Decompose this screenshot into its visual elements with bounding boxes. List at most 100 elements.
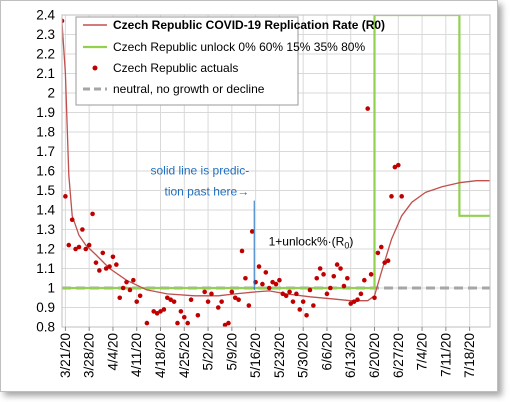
actual-point [338,266,343,271]
actual-point [263,270,269,275]
actual-point [63,194,68,199]
actual-point [127,287,133,293]
actual-point [188,297,194,303]
actual-point [345,275,350,281]
actual-point [362,277,367,283]
actual-point [277,277,282,283]
legend-label: neutral, no growth or decline [113,82,265,96]
actual-point [97,268,102,273]
actual-point [314,275,320,281]
actual-point [290,299,296,304]
actual-point [110,254,116,260]
actual-point [324,291,330,297]
actual-point [368,272,374,277]
y-tick-label: 2.4 [36,8,55,23]
actual-point [120,285,126,291]
actual-point [392,164,398,170]
actual-point [137,293,143,299]
y-tick-label: 1.5 [36,183,55,198]
actual-point [358,291,364,297]
actual-point [158,309,163,314]
prediction-annotation-line: tion past here→ [165,185,250,199]
actual-point [239,248,245,254]
actual-point [229,289,235,295]
actual-point [260,281,265,287]
legend-swatch-actuals [92,65,98,71]
actual-point [154,311,160,316]
x-tick-label: 7/18/20 [462,333,477,378]
actual-point [379,244,384,250]
actual-point [205,299,211,304]
actual-point [100,250,106,256]
y-tick-label: 1.6 [36,164,55,179]
actual-point [270,279,275,285]
y-tick-label: 1.1 [36,261,55,276]
actual-point [399,194,404,199]
x-tick-label: 5/9/20 [224,333,239,371]
actual-point [321,272,326,277]
formula-close: ) [349,234,353,248]
chart-container: solid line is predic-tion past here→ 1+un… [0,0,498,392]
actual-point [334,262,340,267]
legend-box [75,16,299,106]
legend-label: Czech Republic actuals [113,61,238,75]
actual-point [66,242,72,248]
actual-point [328,285,333,291]
x-tick-label: 3/28/20 [82,333,97,378]
actual-point [256,264,262,269]
x-tick-label: 4/18/20 [153,333,168,378]
x-tick-label: 4/11/20 [129,333,144,377]
actual-point [311,303,316,308]
actual-point [355,297,360,303]
x-tick-label: 6/20/20 [367,333,382,378]
legend-label: Czech Republic COVID-19 Replication Rate… [113,18,385,32]
actual-point [93,260,99,265]
actual-point [69,217,75,223]
actual-point [168,297,173,303]
y-tick-label: 1.7 [36,144,55,159]
chart: solid line is predic-tion past here→ 1+un… [36,8,491,379]
formula-annotation: 1+unlock%·(R0) [269,234,354,250]
actual-point [80,227,85,232]
x-tick-label: 4/4/20 [105,333,120,371]
x-tick-label: 3/21/20 [58,333,73,378]
actual-point [243,275,248,281]
y-tick-label: 0.9 [36,300,55,315]
y-tick-label: 2.2 [36,47,55,62]
formula-main: 1+unlock%·(R [269,234,345,248]
actual-point [307,287,313,293]
actual-point [351,299,357,304]
actual-point [304,313,309,318]
actual-point [73,246,78,252]
actual-point [249,229,255,234]
actual-point [372,295,377,301]
x-tick-label: 7/4/20 [415,333,430,371]
x-tick-label: 7/11/20 [438,333,453,377]
actual-point [389,194,394,199]
axes: 0.8 0.9 1 1.1 1.2 1.3 1.4 1.5 1.6 1.7 1.8 1.9 2 2.1 2.… [36,8,477,379]
actual-point [181,314,187,320]
actual-point [117,295,123,301]
x-tick-label: 6/27/20 [391,333,406,378]
actual-point [294,291,299,297]
y-tick-label: 2 [47,86,55,101]
actual-point [226,320,231,326]
actual-point [331,274,337,279]
actual-point [280,291,286,297]
actual-point [317,266,323,271]
actual-point [283,293,289,299]
y-tick-label: 1 [47,281,55,296]
actual-point [171,299,177,304]
y-tick-label: 1.8 [36,125,55,140]
actual-point [236,297,241,303]
actual-point [382,260,387,265]
x-tick-label: 5/16/20 [248,333,263,378]
actual-point [246,303,252,308]
x-tick-label: 6/6/20 [319,333,334,371]
y-tick-label: 1.4 [36,203,55,218]
actual-point [178,309,184,314]
actual-point [297,307,303,312]
actual-point [222,322,228,327]
actual-point [131,277,136,283]
actual-point [90,211,95,217]
